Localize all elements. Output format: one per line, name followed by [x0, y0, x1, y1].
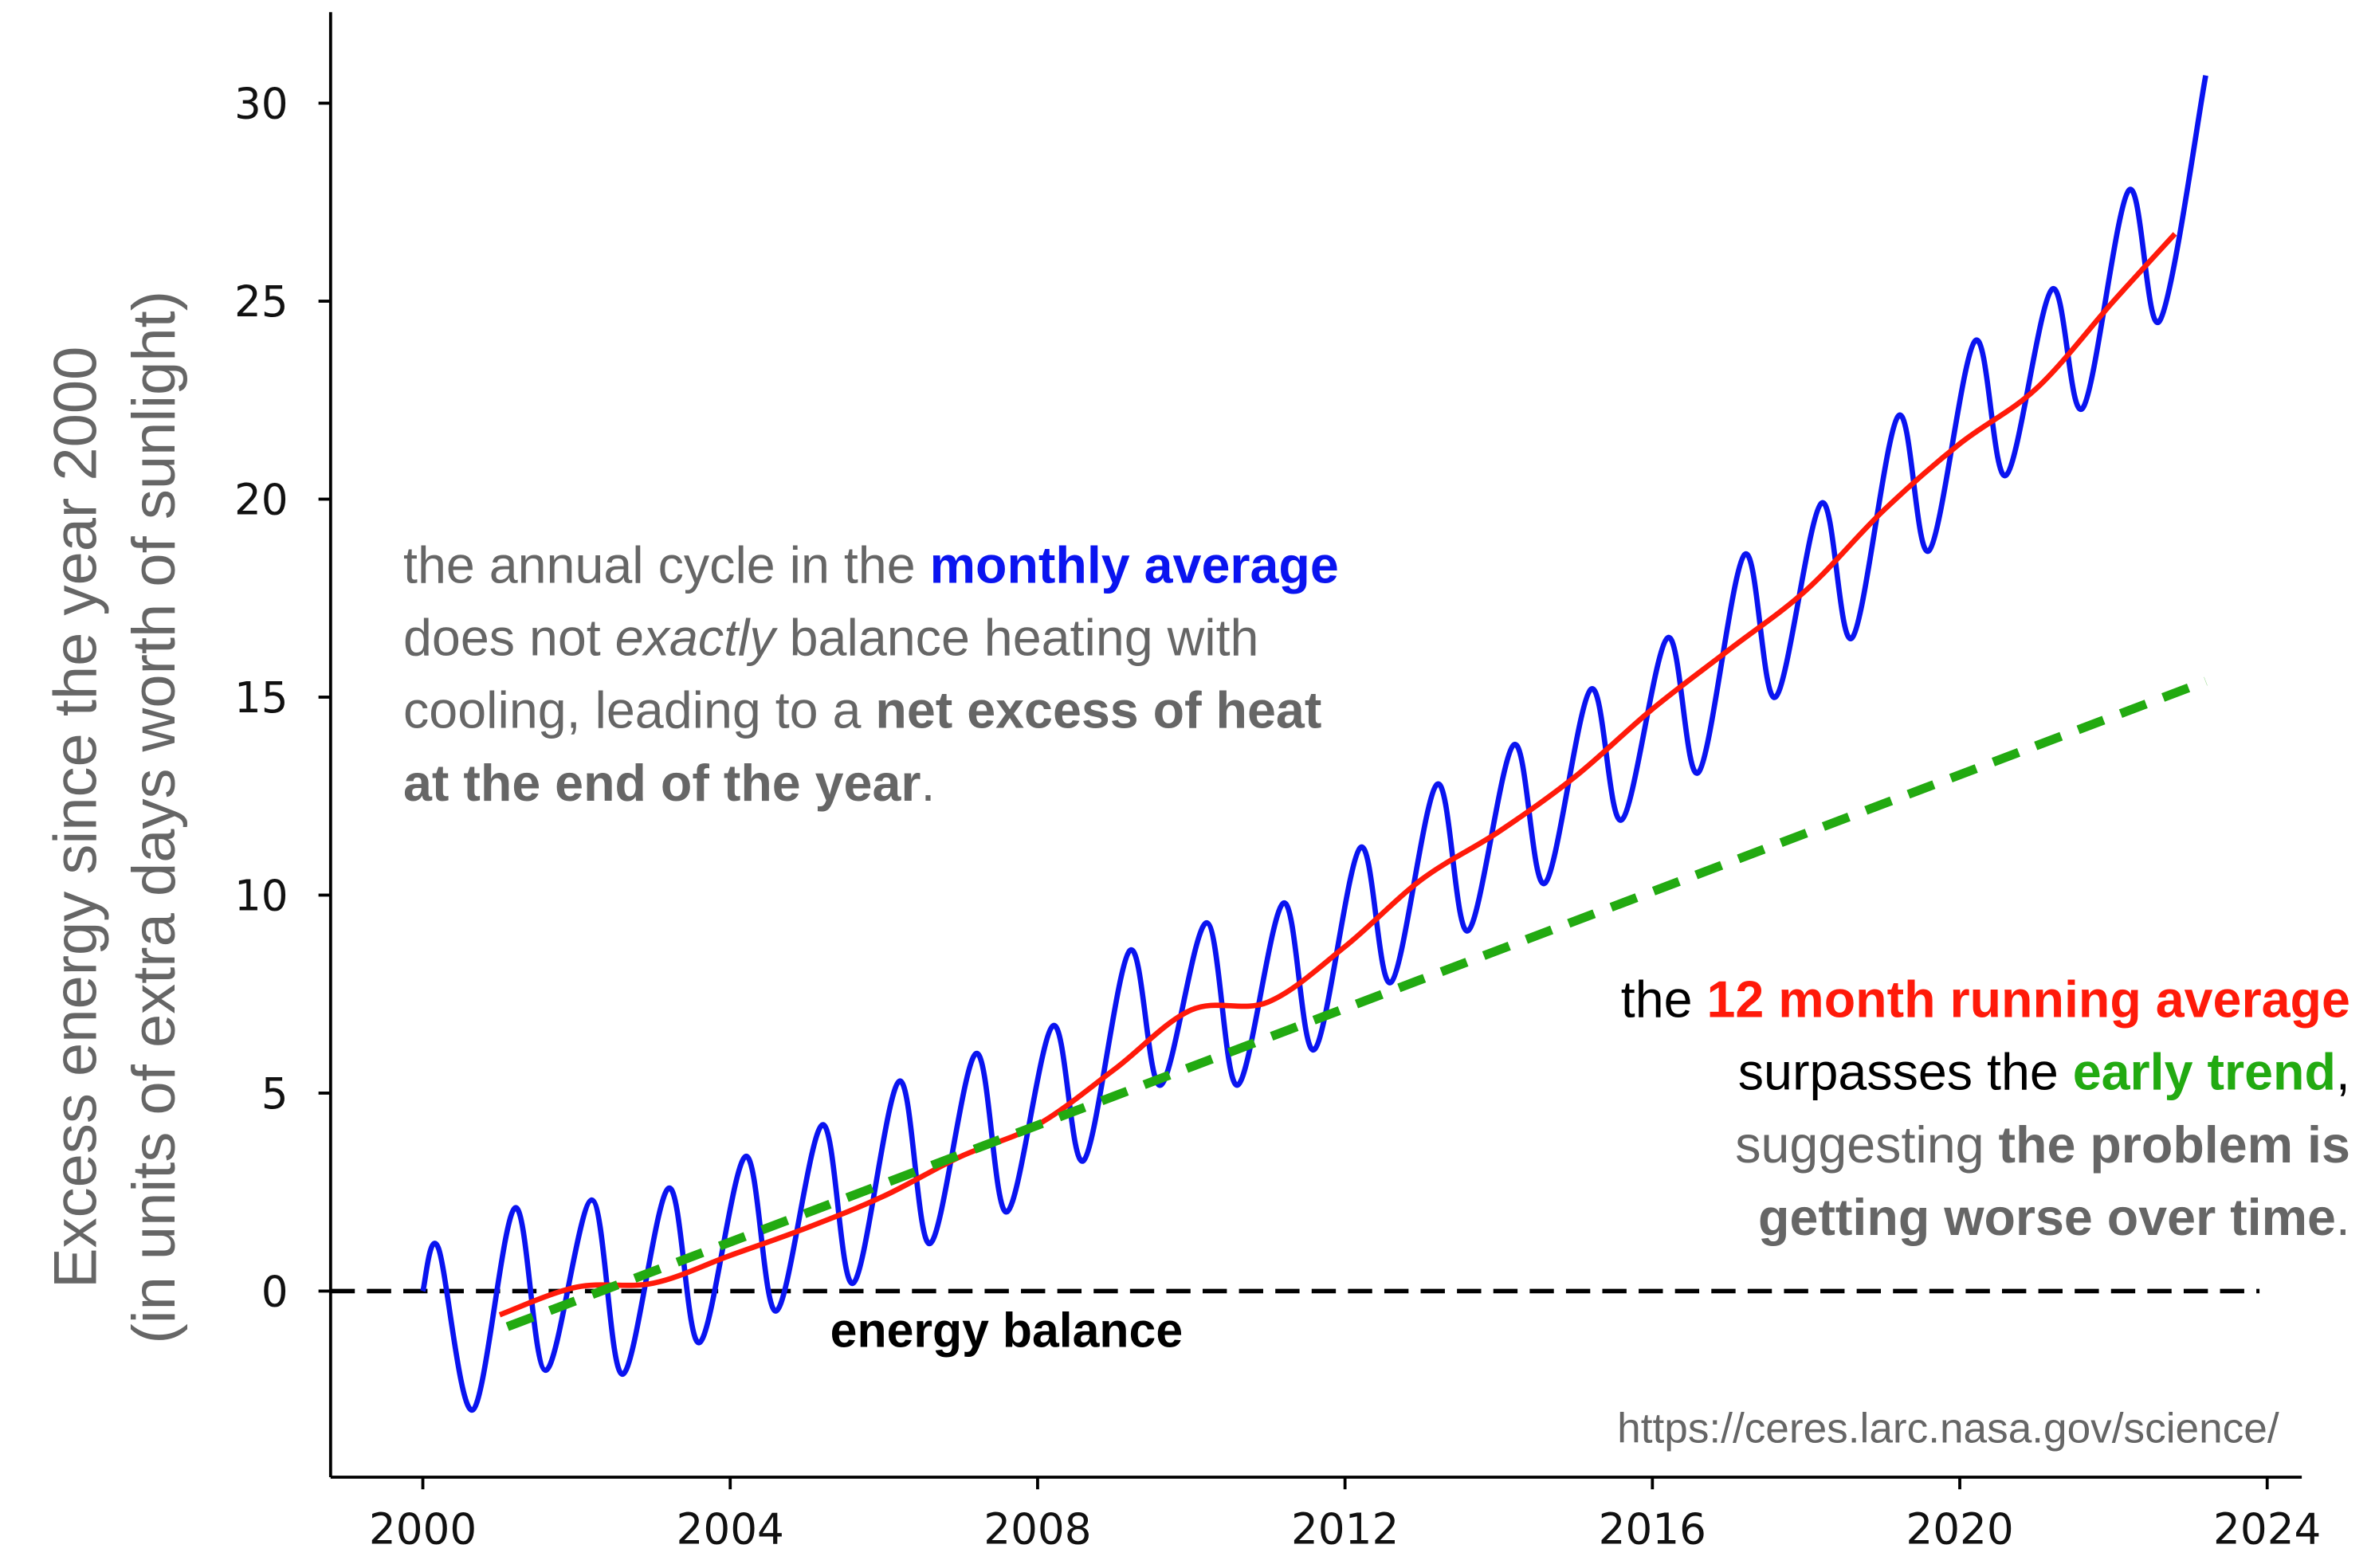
- annotation-text: 12 month running average: [1707, 971, 2350, 1029]
- x-tick-label: 2004: [677, 1505, 784, 1554]
- annotation-text: ,: [2336, 1044, 2350, 1101]
- annotation-text: surpasses the: [1738, 1044, 2073, 1101]
- annotation-text: cooling, leading to a: [403, 682, 875, 739]
- annotation-text: exactly: [615, 610, 779, 667]
- annotation-text: net excess of heat: [875, 682, 1321, 739]
- y-tick-label: 20: [234, 475, 289, 524]
- annotation-text: the: [1621, 971, 1707, 1029]
- annotation-text: .: [2336, 1189, 2350, 1246]
- annotation-line: does not exactly balance heating with: [403, 610, 1258, 667]
- source: https://ceres.larc.nasa.gov/science/: [1617, 1405, 2279, 1452]
- series-line: [420, 75, 2208, 1413]
- annotation-text: the problem is: [1999, 1116, 2350, 1174]
- y-tick-label: 10: [234, 871, 289, 920]
- series-line: [498, 232, 2177, 1318]
- x-tick-label: 2024: [2213, 1505, 2321, 1554]
- balance-label: energy balance: [830, 1303, 1183, 1358]
- annotation-line: suggesting the problem is: [1735, 1116, 2350, 1174]
- x-tick-label: 2016: [1599, 1505, 1706, 1554]
- annotation-text: at the end of the year: [403, 755, 921, 812]
- annotation-text: does not: [403, 610, 615, 667]
- x-tick-label: 2000: [369, 1505, 477, 1554]
- annotation-line: the 12 month running average: [1621, 971, 2350, 1029]
- y-label-line: (in units of extra days worth of sunligh…: [120, 291, 188, 1344]
- annotation-line: surpasses the early trend,: [1738, 1044, 2350, 1101]
- annotation-line: getting worse over time.: [1758, 1189, 2350, 1246]
- annotation-text: .: [921, 755, 936, 812]
- series-line: [505, 676, 2208, 1331]
- annotation-text: getting worse over time: [1758, 1189, 2336, 1246]
- y-tick-label: 25: [234, 277, 289, 327]
- annotation-text: early trend: [2073, 1044, 2336, 1101]
- y-label-line: Excess energy since the year 2000: [41, 347, 109, 1288]
- y-axis-label: Excess energy since the year 2000 (in un…: [41, 291, 188, 1344]
- y-tick-label: 0: [261, 1267, 289, 1316]
- y-tick-label: 30: [234, 79, 289, 128]
- y-tick-label: 15: [234, 673, 289, 723]
- annotation-text: monthly average: [930, 536, 1339, 594]
- annotation-text: the annual cycle in the: [403, 536, 930, 594]
- annotation-line: the annual cycle in the monthly average: [403, 536, 1339, 594]
- annotation-line: at the end of the year.: [403, 755, 935, 812]
- y-tick-label: 5: [261, 1069, 289, 1119]
- annotation-text: balance heating with: [775, 610, 1259, 667]
- x-tick-label: 2020: [1906, 1505, 2013, 1554]
- annotation-line: cooling, leading to a net excess of heat: [403, 682, 1321, 739]
- annotation-text: suggesting: [1735, 1116, 1998, 1174]
- x-tick-label: 2008: [983, 1505, 1091, 1554]
- x-tick-label: 2012: [1291, 1505, 1399, 1554]
